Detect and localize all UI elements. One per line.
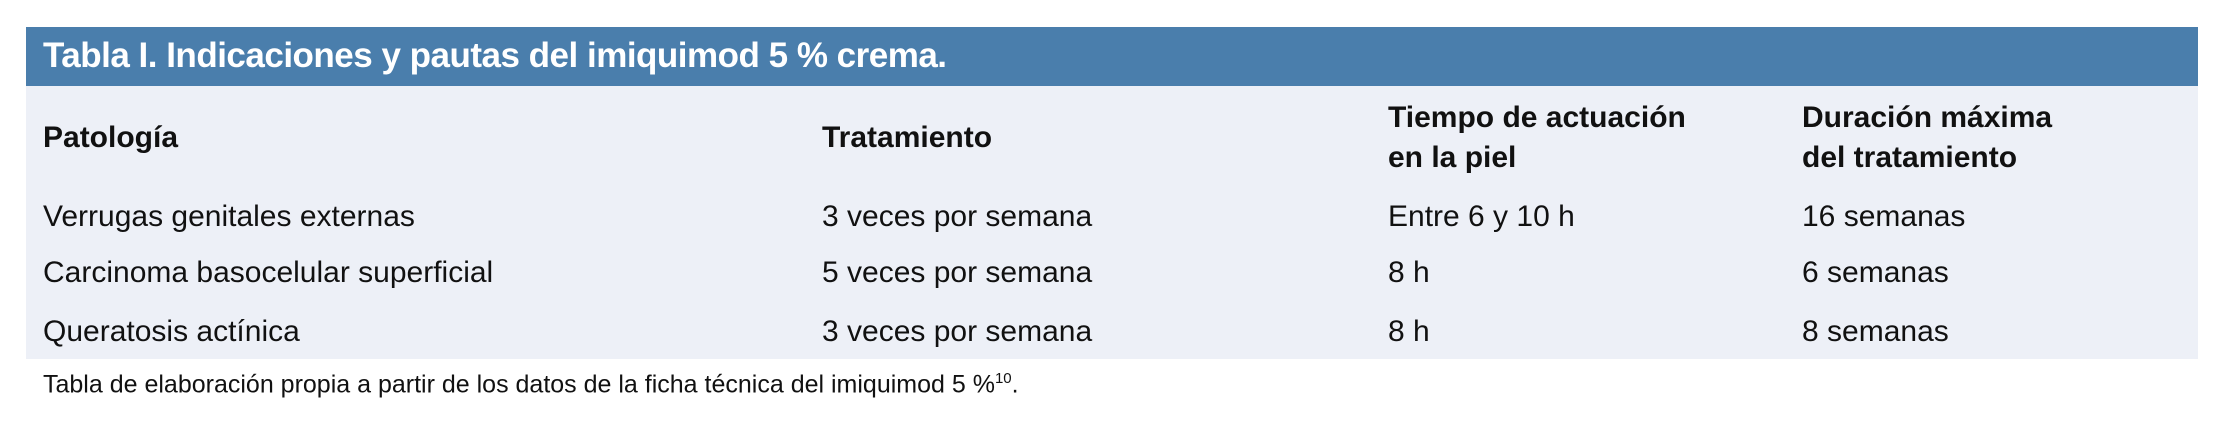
footnote-reference: 10	[994, 370, 1012, 387]
column-header-tiempo: Tiempo de actuación en la piel	[1388, 98, 1686, 178]
header-line: del tratamiento	[1802, 141, 2018, 174]
cell-tratamiento: 5 veces por semana	[822, 256, 1093, 289]
cell-duracion: 8 semanas	[1802, 315, 1949, 348]
header-line: en la piel	[1388, 141, 1517, 174]
cell-tratamiento: 3 veces por semana	[822, 315, 1093, 348]
cell-duracion: 16 semanas	[1802, 200, 1966, 233]
table-title: Tabla I. Indicaciones y pautas del imiqu…	[43, 36, 947, 75]
cell-tratamiento: 3 veces por semana	[822, 200, 1093, 233]
cell-patologia: Verrugas genitales externas	[43, 200, 415, 233]
footnote-period: .	[1011, 370, 1019, 399]
column-header-tratamiento: Tratamiento	[822, 121, 993, 154]
header-line: Duración máxima	[1802, 101, 2053, 134]
cell-duracion: 6 semanas	[1802, 256, 1949, 289]
cell-tiempo: Entre 6 y 10 h	[1388, 200, 1575, 233]
cell-tiempo: 8 h	[1388, 315, 1430, 348]
cell-tiempo: 8 h	[1388, 256, 1430, 289]
table-body: Patología Tratamiento Tiempo de actuació…	[26, 86, 2198, 359]
column-header-duracion: Duración máxima del tratamiento	[1802, 98, 2052, 178]
cell-patologia: Queratosis actínica	[43, 315, 300, 348]
table-title-bar: Tabla I. Indicaciones y pautas del imiqu…	[26, 27, 2198, 86]
column-header-patologia: Patología	[43, 121, 179, 154]
table-footnote: Tabla de elaboración propia a partir de …	[43, 370, 1019, 399]
footnote-text: Tabla de elaboración propia a partir de …	[43, 370, 995, 399]
cell-patologia: Carcinoma basocelular superficial	[43, 256, 494, 289]
header-line: Tiempo de actuación	[1388, 101, 1686, 134]
